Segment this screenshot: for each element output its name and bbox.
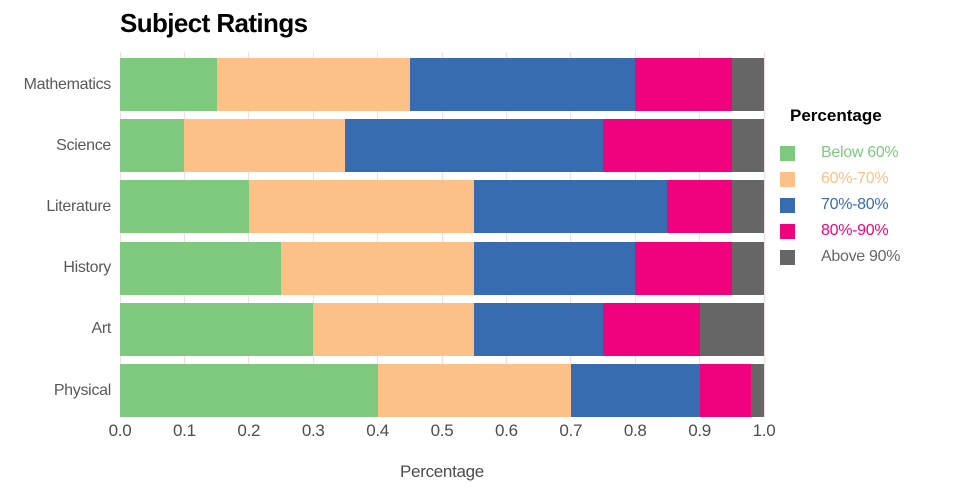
legend-swatch-icon (780, 171, 795, 187)
gridline-0.5 (441, 52, 443, 417)
bar-segment-70--80 (474, 180, 668, 234)
bar-segment-70--80 (570, 364, 700, 417)
legend-item-label: 80%-90% (821, 222, 889, 239)
legend-item-above-90: Above 90% (780, 244, 955, 270)
bar-segment-below-60 (120, 241, 281, 295)
bar-segment-60--70 (377, 364, 571, 417)
bar-segment-80--90 (667, 180, 732, 234)
gridline-0.6 (505, 52, 507, 417)
gridline-0.1 (183, 52, 185, 417)
legend-swatch-icon (780, 223, 795, 239)
gridline-0.0 (119, 52, 121, 417)
bar-row-literature (120, 180, 764, 234)
y-axis-category-labels: Mathematics Science Literature History Art Ph… (0, 52, 112, 417)
bar-segment-below-60 (120, 302, 314, 356)
plot-area (119, 52, 765, 417)
gridline-0.7 (570, 52, 572, 417)
x-tick-label-0.7: 0.7 (559, 421, 583, 440)
x-tick-label-0.6: 0.6 (495, 421, 518, 440)
x-tick-label-1.0: 1.0 (752, 421, 776, 440)
x-tick-label-0.2: 0.2 (237, 421, 261, 440)
x-axis-tick-labels: 0.0 0.1 0.2 0.3 0.4 0.5 0.6 0.7 0.8 0.9 1.0 (109, 421, 776, 443)
bar-segment-80--90 (603, 302, 700, 356)
category-label-art: Art (91, 320, 111, 338)
bar-row-art (120, 302, 764, 356)
bar-segment-60--70 (281, 241, 475, 295)
bar-segment-60--70 (184, 119, 346, 173)
bar-segment-80--90 (699, 364, 752, 417)
bar-segment-80--90 (635, 241, 732, 295)
legend: Percentage Below 60% 60%-70% 70%-80% 80%-90… (780, 106, 955, 270)
bar-segment-above-90 (731, 58, 764, 111)
category-label-literature: Literature (46, 197, 111, 215)
bar-segment-below-60 (120, 58, 217, 111)
bar-segment-above-90 (699, 302, 764, 356)
gridline-0.8 (634, 52, 636, 417)
legend-item-label: Below 60% (821, 144, 899, 161)
legend-swatch-icon (780, 249, 795, 265)
bar-segment-60--70 (248, 180, 475, 234)
gridline-1.0 (763, 52, 765, 417)
bar-segment-70--80 (345, 119, 603, 173)
legend-item-60--70: 60%-70% (780, 166, 955, 192)
legend-item-70--80: 70%-80% (780, 192, 955, 218)
bar-segment-70--80 (474, 241, 636, 295)
bar-segment-below-60 (120, 180, 249, 234)
bar-segment-above-90 (731, 119, 764, 173)
x-axis-label: Percentage (400, 462, 484, 481)
gridline-0.9 (699, 52, 701, 417)
legend-item-label: 70%-80% (821, 196, 889, 213)
bar-segment-80--90 (635, 58, 732, 111)
bar-segment-below-60 (120, 119, 185, 173)
category-label-mathematics: Mathematics (23, 75, 112, 93)
bar-segment-70--80 (409, 58, 636, 111)
legend-items: Below 60% 60%-70% 70%-80% 80%-90% Above 90% (780, 140, 955, 270)
x-tick-label-0.8: 0.8 (623, 421, 647, 440)
x-tick-label-0.9: 0.9 (688, 421, 711, 440)
bar-segment-80--90 (603, 119, 732, 173)
legend-swatch-icon (780, 145, 795, 161)
bar-row-physical (120, 364, 764, 417)
legend-item-label: 60%-70% (821, 170, 889, 187)
bar-segment-above-90 (751, 364, 764, 417)
x-tick-label-0.3: 0.3 (301, 421, 325, 440)
bar-segment-60--70 (313, 302, 475, 356)
x-tick-label-0.1: 0.1 (173, 421, 196, 440)
gridline-0.4 (377, 52, 379, 417)
legend-swatch-icon (780, 197, 795, 213)
bar-row-mathematics (120, 58, 764, 111)
category-label-physical: Physical (53, 381, 111, 399)
bar-row-history (120, 241, 764, 295)
x-tick-label-0.4: 0.4 (366, 421, 389, 440)
bar-segment-70--80 (474, 302, 603, 356)
legend-item-label: Above 90% (821, 248, 901, 265)
bar-segment-above-90 (731, 241, 764, 295)
x-tick-label-0.5: 0.5 (430, 421, 454, 440)
bar-segment-below-60 (120, 364, 378, 417)
x-tick-label-0.0: 0.0 (108, 421, 132, 440)
chart-title: Subject Ratings (120, 8, 308, 38)
gridline-0.3 (312, 52, 314, 417)
category-label-history: History (63, 259, 111, 277)
legend-item-below-60: Below 60% (780, 140, 955, 166)
legend-item-80--90: 80%-90% (780, 218, 955, 244)
gridline-0.2 (248, 52, 250, 417)
bar-segment-60--70 (216, 58, 410, 111)
bar-segment-above-90 (731, 180, 764, 234)
bar-row-science (120, 119, 764, 173)
legend-title: Percentage (790, 106, 882, 125)
category-label-science: Science (56, 136, 111, 154)
